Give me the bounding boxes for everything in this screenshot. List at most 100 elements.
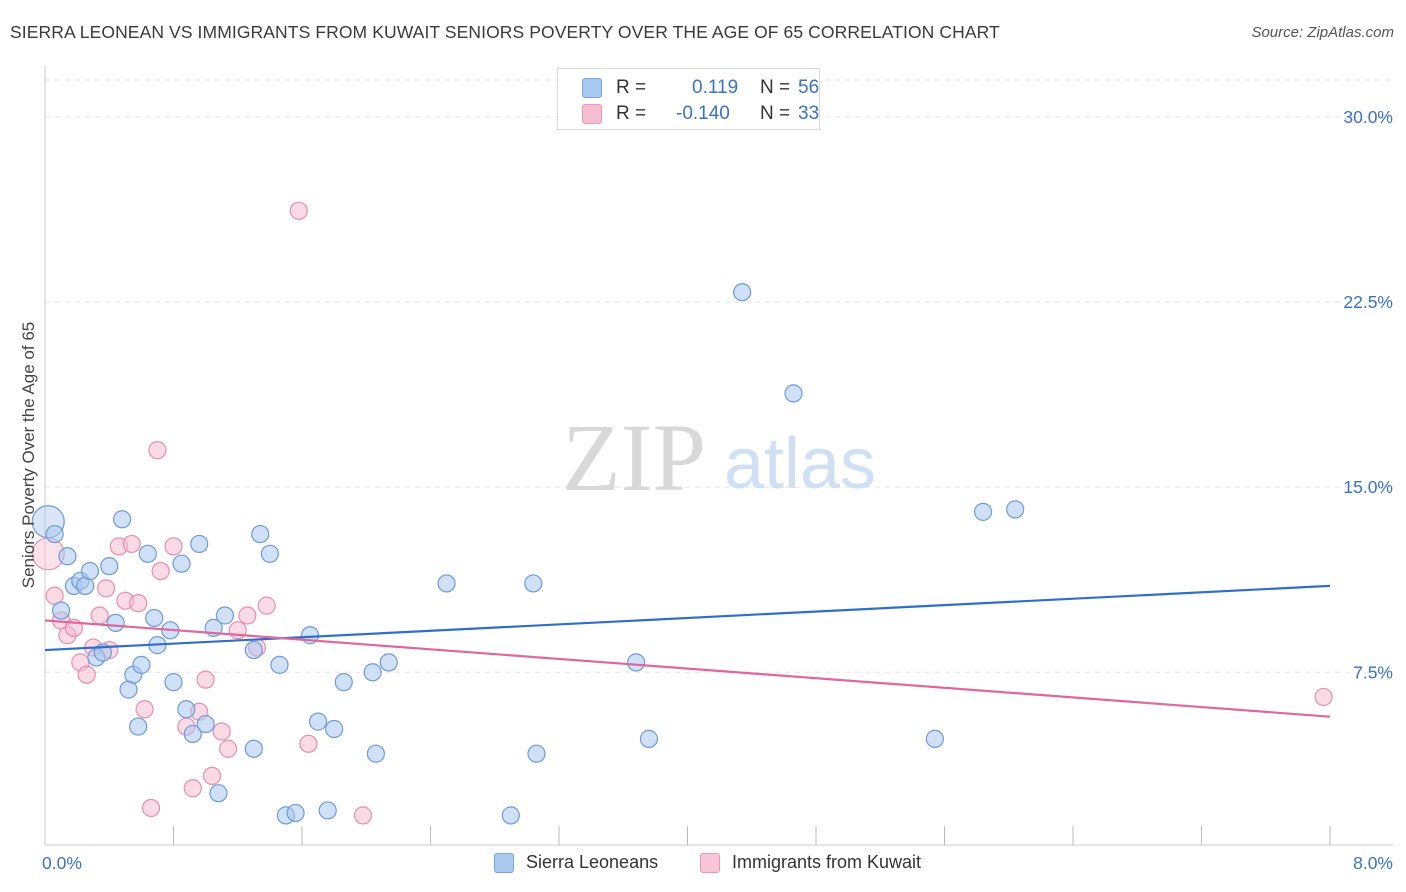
sierra-leonean-point [196,714,215,734]
y-tick-label: 30.0% [1343,107,1393,127]
watermark-zip: ZIP [562,404,706,511]
sierra-leonean-point [270,655,289,674]
trend-line-kuwait [44,619,1331,718]
sierra-leonean-point [308,712,328,731]
n-label: N = [760,103,791,124]
sierra-leonean-point [286,803,305,823]
sierra-leonean-point [363,663,382,682]
kuwait-point [148,441,167,460]
sierra-leonean-point [527,744,546,763]
kuwait-point [1314,687,1333,707]
kuwait-point [151,561,170,581]
sierra-leonean-point [138,544,157,563]
n-value: 33 [798,103,820,124]
kuwait-point [129,594,148,613]
sierra-leonean-point [45,524,64,544]
sierra-leonean-point [112,510,132,529]
r-label: R = [616,103,647,124]
kuwait-point [238,606,257,625]
r-label: R = [616,77,647,98]
kuwait-point [202,766,222,786]
legend-swatch-blue [494,852,514,873]
sierra-leonean-point [973,502,993,521]
axes [44,66,1393,846]
sierra-leonean-point [106,613,125,633]
sierra-leonean-point [437,574,456,593]
kuwait-point [219,739,238,758]
kuwait-point [353,806,373,825]
sierra-leonean-point [925,729,944,748]
series-legend: Sierra Leoneans Immigrants from Kuwait [0,850,1406,880]
kuwait-point [141,798,161,818]
sierra-leonean-point [164,673,183,692]
legend-item-immigrants-from-kuwait[interactable]: Immigrants from Kuwait [700,852,921,873]
legend-label: Sierra Leoneans [526,852,659,872]
trend-line-sierra-leonean [44,584,1331,652]
sierra-leonean-point [80,561,100,581]
sierra-leonean-point [325,719,344,739]
stats-swatch-blue [582,78,602,98]
kuwait-point [299,734,318,753]
series-kuwait-points [31,201,1333,825]
sierra-leonean-point [244,739,263,758]
sierra-leonean-point [215,606,234,625]
legend-label: Immigrants from Kuwait [732,852,922,872]
kuwait-point [96,579,116,598]
kuwait-point [164,537,183,556]
grid-lines [45,79,1393,673]
kuwait-point [90,606,109,625]
sierra-leonean-point [51,601,71,620]
stats-swatch-pink [582,104,602,124]
sierra-leonean-point [132,655,151,674]
source-label: Source: ZipAtlas.com [1251,24,1394,41]
sierra-leonean-point [251,524,270,544]
y-axis-label: Seniors Poverty Over the Age of 65 [19,322,38,588]
watermark: ZIP atlas [562,404,876,511]
sierra-leonean-point [501,806,520,825]
y-tick-label: 15.0% [1343,477,1393,497]
sierra-leonean-point [1006,500,1025,519]
x-tick-label: 8.0% [1353,853,1393,873]
n-value: 56 [798,77,820,98]
kuwait-point [257,596,276,615]
n-label: N = [760,77,791,98]
kuwait-point [77,665,96,684]
sierra-leonean-point [639,729,659,748]
sierra-leonean-point [318,801,337,820]
sierra-leonean-point [379,653,398,672]
trend-lines [44,584,1331,718]
sierra-leonean-point [366,744,385,763]
sierra-leonean-point [100,557,119,576]
series-sierra-leonean-points [31,283,1025,825]
sierra-leonean-point [129,717,148,736]
sierra-leonean-point [626,653,646,672]
kuwait-point [135,700,154,719]
legend-swatch-pink [700,852,720,873]
y-tick-label: 7.5% [1353,662,1393,682]
legend-item-sierra-leoneans[interactable]: Sierra Leoneans [494,852,658,873]
kuwait-point [196,670,215,689]
r-value: -0.140 [676,103,730,124]
kuwait-point [122,534,141,554]
sierra-leonean-point [524,574,543,593]
x-tick-label: 0.0% [42,853,82,873]
r-value: 0.119 [692,77,739,98]
sierra-leonean-point [172,554,191,573]
sierra-leonean-point [733,283,752,302]
sierra-leonean-point [784,384,803,403]
sierra-leonean-point [183,724,202,744]
y-tick-label: 22.5% [1343,292,1393,312]
sierra-leonean-point [334,673,353,692]
sierra-leonean-point [190,534,209,554]
sierra-leonean-point [209,784,228,803]
sierra-leonean-point [244,640,263,660]
sierra-leonean-point [177,700,196,719]
chart-title: SIERRA LEONEAN VS IMMIGRANTS FROM KUWAIT… [10,22,1000,42]
stats-legend: R = 0.119 N = 56 R = -0.140 N = 33 [557,68,820,130]
sierra-leonean-point [58,547,77,566]
kuwait-point [183,779,202,798]
tick-labels: 7.5% 15.0% 22.5% 30.0% 0.0% 8.0% [42,107,1393,873]
sierra-leonean-point [145,608,164,628]
watermark-atlas: atlas [724,424,876,504]
